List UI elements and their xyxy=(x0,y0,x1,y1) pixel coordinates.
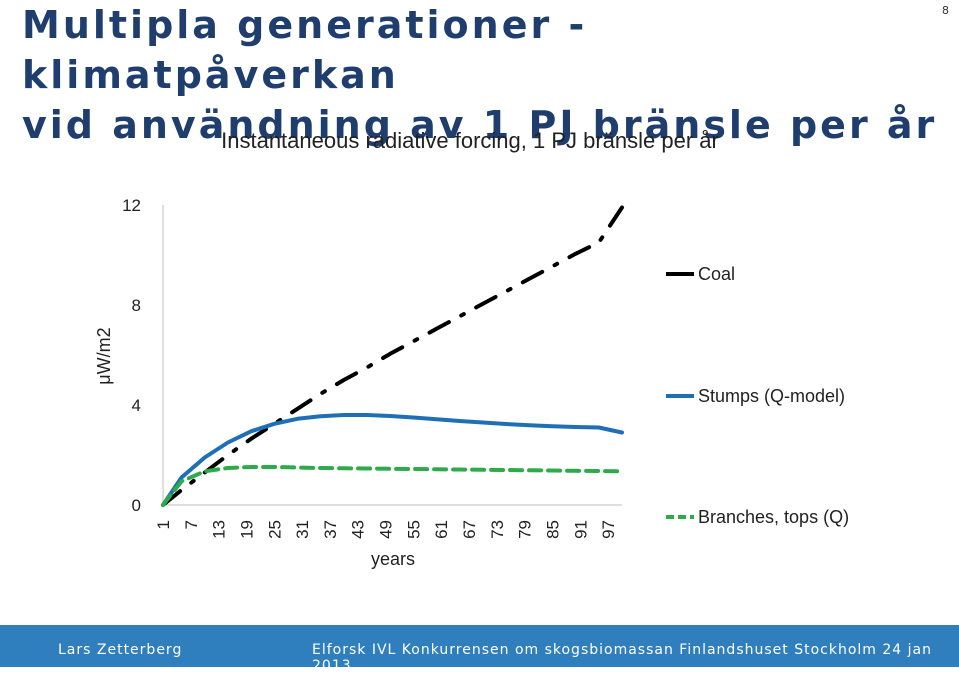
x-tick-labels: 1 7 13 19 25 31 37 43 49 55 61 67 73 79 85 91 97 xyxy=(154,520,618,539)
y-tick-label: 0 xyxy=(132,496,141,515)
legend-label: Stumps (Q-model) xyxy=(698,386,845,406)
x-tick-label: 43 xyxy=(349,520,368,539)
y-axis-label: μW/m2 xyxy=(94,327,114,384)
x-tick-label: 61 xyxy=(432,520,451,539)
series-line-branches-tops-q xyxy=(161,465,624,507)
x-tick-label: 91 xyxy=(571,520,590,539)
footer-author: Lars Zetterberg xyxy=(58,642,183,658)
chart-title: Instantaneous radiative forcing, 1 PJ br… xyxy=(221,128,719,153)
x-tick-label: 7 xyxy=(182,520,201,529)
series-lines xyxy=(161,205,624,507)
x-tick-label: 37 xyxy=(321,520,340,539)
x-tick-label: 25 xyxy=(265,520,284,539)
footer-event: Elforsk IVL Konkurrensen om skogsbiomass… xyxy=(312,642,932,674)
x-tick-label: 19 xyxy=(237,520,256,539)
legend-label: Branches, tops (Q) xyxy=(698,507,849,527)
x-tick-label: 31 xyxy=(293,520,312,539)
x-tick-label: 55 xyxy=(404,520,423,539)
x-tick-label: 49 xyxy=(377,520,396,539)
y-tick-label: 8 xyxy=(132,296,141,315)
footer-bar: Lars Zetterberg Elforsk IVL Konkurrensen… xyxy=(0,625,959,674)
slide-title-line2: vid användning av 1 PJ bränsle per år xyxy=(22,103,938,147)
legend-label: Coal xyxy=(698,264,735,284)
x-tick-label: 73 xyxy=(488,520,507,539)
x-tick-label: 1 xyxy=(154,520,173,529)
series-line-coal xyxy=(161,205,624,507)
x-tick-label: 85 xyxy=(543,520,562,539)
x-tick-label: 79 xyxy=(516,520,535,539)
radiative-forcing-chart: Instantaneous radiative forcing, 1 PJ br… xyxy=(94,128,849,569)
x-tick-label: 67 xyxy=(460,520,479,539)
series-line-stumps-q-model xyxy=(161,413,624,507)
x-axis-label: years xyxy=(371,549,415,569)
y-tick-label: 4 xyxy=(132,396,141,415)
page-number: 8 xyxy=(942,4,949,17)
slide-title: Multipla generationer - klimatpåverkan v… xyxy=(22,0,959,150)
y-tick-label: 12 xyxy=(122,196,141,215)
slide-title-line1: Multipla generationer - klimatpåverkan xyxy=(22,3,588,97)
x-tick-label: 97 xyxy=(599,520,618,539)
y-tick-labels: 0 4 8 12 xyxy=(122,196,141,515)
x-tick-label: 13 xyxy=(210,520,229,539)
chart-legend: Coal Stumps (Q-model) Branches, tops (Q) xyxy=(666,264,849,527)
